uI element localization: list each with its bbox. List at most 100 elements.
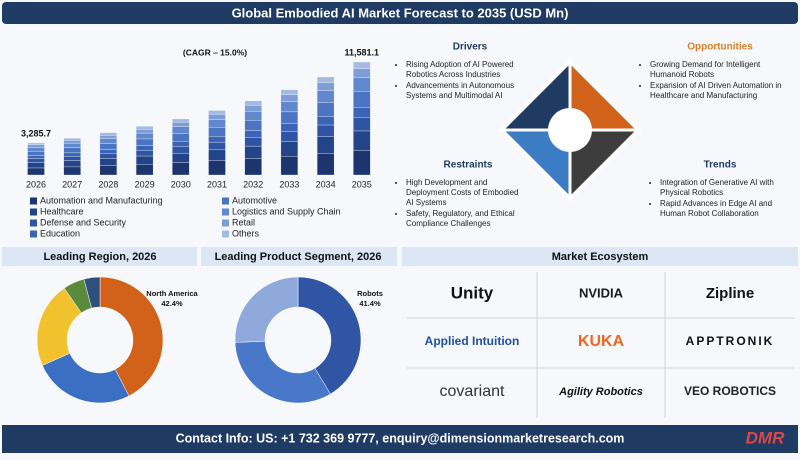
bullet-item: Safety, Regulatory, and Ethical Complian… <box>406 209 524 229</box>
bar-segment <box>27 158 45 163</box>
bar-segment <box>27 144 45 148</box>
bullet-item: Expansion of AI Driven Automation in Hea… <box>650 81 795 101</box>
company-logo: KUKA <box>578 333 625 350</box>
bar-segment <box>280 94 299 102</box>
bar-segment <box>244 145 262 159</box>
bar-segment <box>172 162 190 176</box>
bar-segment <box>208 114 226 120</box>
legend-label: Logistics and Supply Chain <box>232 206 341 216</box>
company-logo: APPTRONIK <box>686 334 775 348</box>
slice-value: 41.4% <box>359 299 381 308</box>
bar-segment <box>353 149 371 176</box>
slice-value: 42.4% <box>161 299 183 308</box>
bullet-list: Growing Demand for Intelligent Humanoid … <box>640 60 795 102</box>
bar-segment <box>135 126 154 130</box>
bar-segment <box>63 152 81 157</box>
bullet-list: High Development and Deployment Costs of… <box>396 178 524 230</box>
bar-segment <box>135 145 154 151</box>
bar-segment <box>353 68 371 78</box>
quadrant-title: Trends <box>704 160 737 171</box>
x-tick-label: 2026 <box>26 179 46 189</box>
chart-title: Leading Product Segment, 2026 <box>215 251 382 263</box>
bar-segment <box>353 77 371 92</box>
bar-segment <box>99 153 118 159</box>
bar-segment <box>27 167 45 176</box>
legend-swatch <box>30 208 37 216</box>
company-logo: Unity <box>451 283 494 302</box>
bar-segment <box>27 147 45 152</box>
donut-slice <box>42 352 130 404</box>
bar-segment <box>99 132 118 136</box>
ecosystem-title: Market Ecosystem <box>552 251 649 263</box>
bar-segment <box>316 124 335 137</box>
company-logo: Agility Robotics <box>558 386 643 398</box>
bar-segment <box>99 149 118 154</box>
bar-segment <box>63 147 81 154</box>
bar-segment <box>353 91 371 108</box>
footer-brand: DMR <box>746 428 785 447</box>
bar-segment <box>63 143 81 148</box>
header-band <box>402 247 798 266</box>
bar-segment <box>244 119 262 131</box>
bar-segment <box>244 158 262 176</box>
legend-swatch <box>222 197 229 205</box>
x-tick-label: 2034 <box>316 179 336 189</box>
legend-label: Retail <box>232 217 255 227</box>
footer-bar <box>2 425 798 453</box>
bar-segment <box>135 138 154 146</box>
company-logo: Zipline <box>706 285 754 302</box>
x-tick-label: 2030 <box>171 179 191 189</box>
bar-segment <box>280 141 299 157</box>
bar-segment <box>280 111 299 124</box>
bar-segment <box>208 110 226 115</box>
bar-segment <box>280 156 299 176</box>
bullet-list: Rising Adoption of AI Powered Robotics A… <box>396 60 526 102</box>
x-tick-label: 2033 <box>279 179 299 189</box>
company-logo: covariant <box>440 383 505 400</box>
header-band <box>2 247 197 266</box>
bar-segment <box>27 142 45 146</box>
quadrant-diamond <box>498 58 642 202</box>
bar-segment <box>172 141 190 147</box>
bar-segment <box>99 165 118 176</box>
chart-title: Leading Region, 2026 <box>43 251 156 263</box>
total-label: 3,285.7 <box>21 128 51 138</box>
legend-label: Defense and Security <box>40 217 127 227</box>
donut-slice <box>99 276 164 397</box>
bar-segment <box>172 126 190 134</box>
page-title: Global Embodied AI Market Forecast to 20… <box>232 5 569 20</box>
legend-swatch <box>222 208 229 216</box>
donut-slice <box>297 276 362 395</box>
bar-segment <box>135 155 154 165</box>
bar-segment <box>316 90 335 103</box>
legend-swatch <box>222 219 229 227</box>
bar-segment <box>280 101 299 113</box>
x-tick-label: 2027 <box>62 179 82 189</box>
bar-segment <box>99 138 118 144</box>
header-band <box>201 247 397 266</box>
slice-name: Robots <box>357 289 383 298</box>
bar-segment <box>353 107 371 118</box>
legend-label: Automotive <box>232 195 277 205</box>
x-tick-label: 2035 <box>352 179 372 189</box>
quadrant <box>568 128 642 202</box>
chart-subtitle: (CAGR – 15.0%) <box>183 47 247 57</box>
bullet-item: Integration of Generative AI with Physic… <box>660 178 800 198</box>
quadrant-title: Restraints <box>444 160 493 171</box>
bullet-item: Rapid Advances in Edge AI and Human Robo… <box>660 199 800 219</box>
bar-segment <box>316 136 335 154</box>
legend-label: Healthcare <box>40 206 84 216</box>
total-label: 11,581.1 <box>345 47 380 57</box>
quadrant-title: Opportunities <box>687 42 753 53</box>
bar-segment <box>99 158 118 166</box>
bar-segment <box>63 140 81 144</box>
bullet-item: Rising Adoption of AI Powered Robotics A… <box>406 60 526 80</box>
bar-segment <box>208 136 226 143</box>
legend-label: Automation and Manufacturing <box>40 195 163 205</box>
bar-segment <box>99 143 118 150</box>
donut-slice <box>234 340 331 404</box>
bullet-list: Integration of Generative AI with Physic… <box>650 178 800 220</box>
bar-segment <box>244 105 262 112</box>
bar-segment <box>27 151 45 156</box>
